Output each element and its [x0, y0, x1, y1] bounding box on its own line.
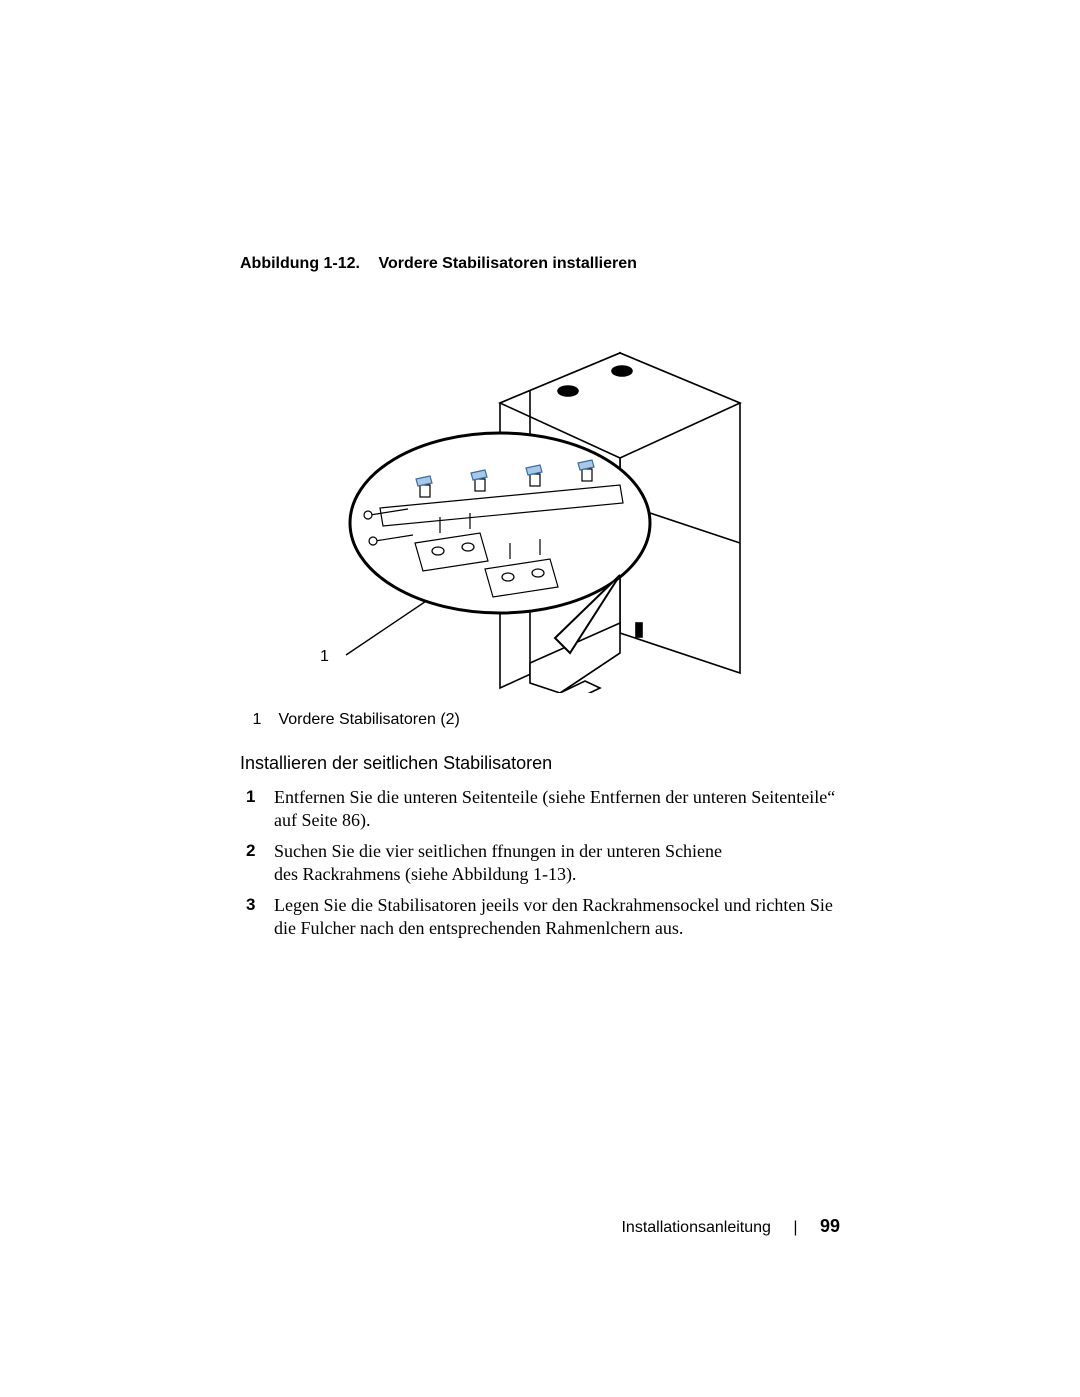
legend-text: Vordere Stabilisatoren (2) [278, 711, 459, 728]
figure-caption: Abbildung 1-12. Vordere Stabilisatoren i… [240, 255, 840, 273]
figure-caption-number: Abbildung 1-12. [240, 255, 360, 272]
step-item: Suchen Sie die vier seitlichen ffnungen … [274, 840, 840, 886]
subheading: Installieren der seitlichen Stabilisator… [240, 753, 840, 774]
footer-page-number: 99 [820, 1216, 840, 1236]
figure-legend: 1 Vordere Stabilisatoren (2) [240, 711, 840, 729]
legend-number: 1 [240, 711, 274, 729]
step-list: Entfernen Sie die unteren Seitenteile (s… [274, 786, 840, 940]
figure-caption-text: Vordere Stabilisatoren installieren [378, 255, 636, 272]
footer-separator: | [793, 1219, 797, 1237]
step-item: Entfernen Sie die unteren Seitenteile (s… [274, 786, 840, 832]
step-item: Legen Sie die Stabilisatoren jeeils vor … [274, 894, 840, 940]
page-footer: Installationsanleitung | 99 [621, 1216, 840, 1237]
figure-callout-1: 1 [320, 648, 329, 666]
figure-illustration: 1 [320, 293, 760, 693]
footer-section: Installationsanleitung [621, 1219, 770, 1236]
document-page: Abbildung 1-12. Vordere Stabilisatoren i… [0, 0, 1080, 1397]
